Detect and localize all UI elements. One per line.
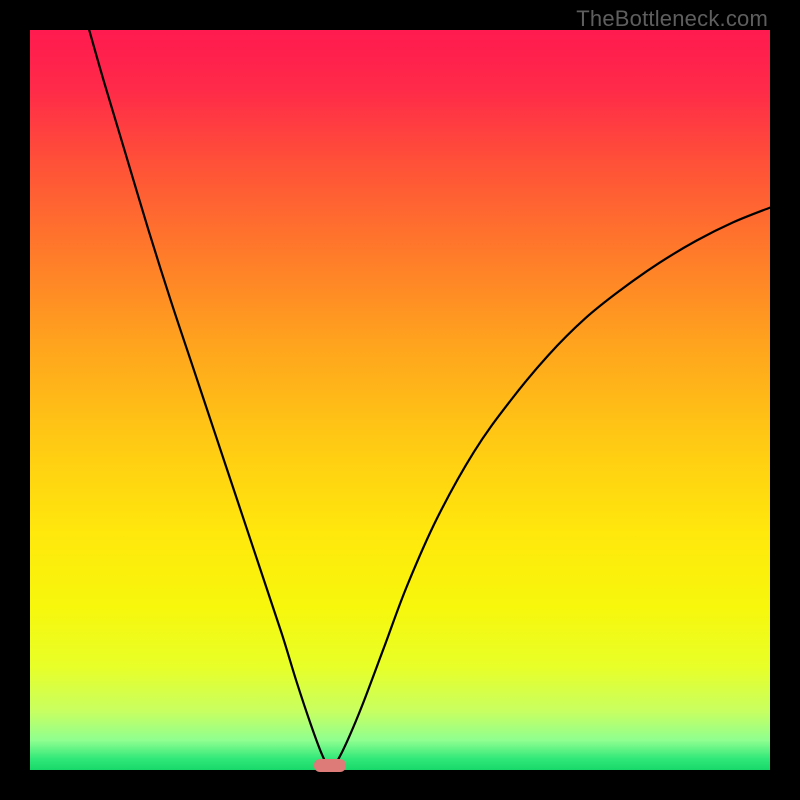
watermark-text: TheBottleneck.com bbox=[576, 6, 768, 32]
optimal-marker bbox=[314, 759, 346, 772]
chart-frame: TheBottleneck.com bbox=[0, 0, 800, 800]
bottleneck-curve bbox=[30, 30, 770, 770]
plot-area bbox=[30, 30, 770, 770]
